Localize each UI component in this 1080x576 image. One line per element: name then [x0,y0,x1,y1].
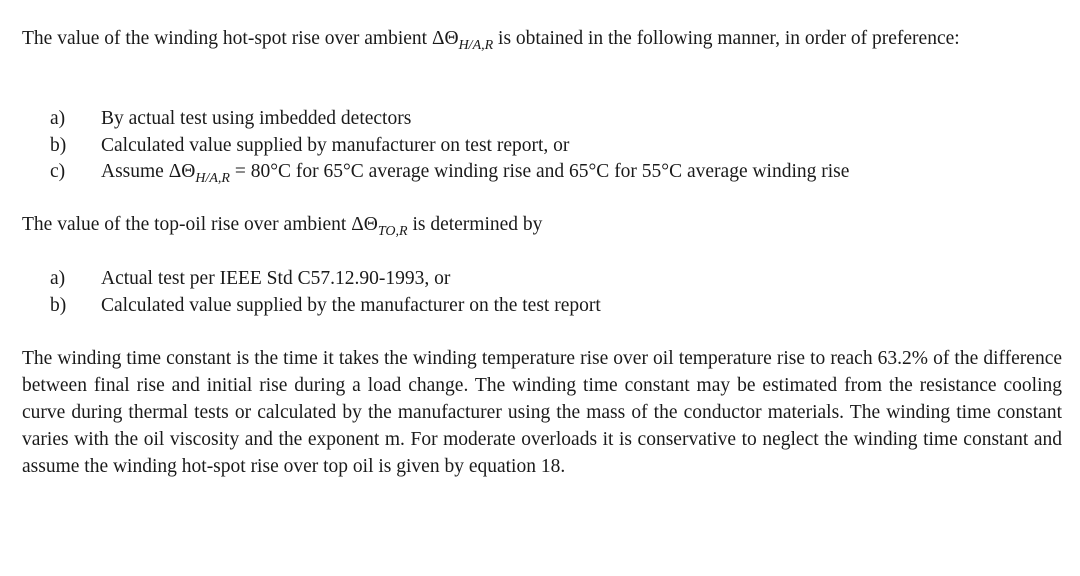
text: The value of the top-oil rise over ambie… [22,214,378,235]
list-item: a) By actual test using imbedded detector… [50,105,411,132]
list-text: Actual test per IEEE Std C57.12.90-1993,… [101,268,451,289]
list-item: c) Assume ΔΘH/A,R = 80°C for 65°C average… [50,158,849,187]
list-text: Calculated value supplied by the manufac… [101,295,601,316]
subscript: H/A,R [195,171,230,186]
list-marker: a) [50,108,66,129]
list-marker: b) [50,295,67,316]
list-text: By actual test using imbedded detectors [101,108,412,129]
text: is obtained in the following manner, in … [493,28,960,49]
list-text: Calculated value supplied by manufacture… [101,135,570,156]
list-marker: a) [50,268,66,289]
list-item: a) Actual test per IEEE Std C57.12.90-199… [50,265,450,292]
list-marker: b) [50,135,67,156]
list-item: b) Calculated value supplied by manufactu… [50,132,569,159]
subscript: H/A,R [458,38,494,53]
list-item: b) Calculated value supplied by the manuf… [50,292,601,319]
list-text: Assume ΔΘ [101,161,196,182]
subscript: TO,R [377,224,408,239]
paragraph-top-oil: The value of the top-oil rise over ambie… [22,211,1062,240]
list-marker: c) [50,161,66,182]
paragraph-winding-time-constant: The winding time constant is the time it… [22,348,1062,477]
text: is determined by [407,214,543,235]
paragraph-hotspot-intro: The value of the winding hot-spot rise o… [22,25,1062,54]
text: The value of the winding hot-spot rise o… [22,28,459,49]
list-text: = 80°C for 65°C average winding rise and… [229,161,850,182]
